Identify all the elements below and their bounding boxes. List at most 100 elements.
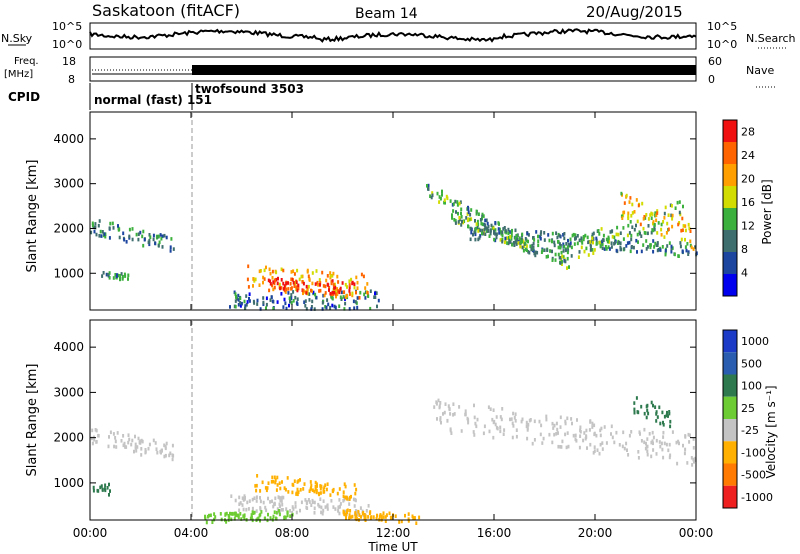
power-echo-cell <box>324 291 327 295</box>
power-echo-cell <box>515 233 518 238</box>
velocity-echo-cell <box>300 500 303 505</box>
power-echo-cell <box>470 208 473 212</box>
x-tick-label: 00:00 <box>679 526 714 540</box>
power-echo-cell <box>628 200 631 204</box>
velocity-echo-cell <box>283 486 286 490</box>
velocity-echo-cell <box>694 456 697 461</box>
power-echo-cell <box>537 239 540 243</box>
velocity-echo-cell <box>452 402 455 406</box>
power-echo-cell <box>324 305 327 309</box>
power-echo-cell <box>319 281 322 285</box>
velocity-echo-cell <box>533 419 536 424</box>
power-echo-cell <box>523 244 526 248</box>
power-echo-cell <box>317 283 320 287</box>
power-echo-cell <box>331 296 334 301</box>
velocity-echo-cell <box>284 487 287 492</box>
power-echo-cell <box>636 219 639 224</box>
velocity-echo-cell <box>613 440 616 445</box>
velocity-echo-cell <box>250 513 253 517</box>
velocity-echo-cell <box>355 516 358 521</box>
velocity-echo-cell <box>242 514 245 518</box>
velocity-echo-cell <box>278 502 281 507</box>
power-echo-cell <box>533 251 536 256</box>
power-echo-cell <box>112 276 115 280</box>
power-echo-cell <box>302 281 305 286</box>
velocity-echo-cell <box>494 422 497 427</box>
velocity-echo-cell <box>382 511 385 515</box>
power-echo-cell <box>304 299 307 303</box>
power-echo-cell <box>336 287 339 291</box>
power-echo-cell <box>341 281 344 285</box>
power-echo-cell <box>358 296 361 300</box>
velocity-echo-cell <box>229 511 231 516</box>
velocity-echo-cell <box>239 501 242 505</box>
velocity-echo-cell <box>295 510 298 515</box>
power-echo-cell <box>284 301 287 306</box>
velocity-echo-cell <box>683 451 686 456</box>
power-echo-cell <box>329 305 332 310</box>
velocity-echo-cell <box>483 424 486 429</box>
velocity-echo-cell <box>308 500 311 504</box>
velocity-echo-cell <box>255 499 258 503</box>
power-echo-cell <box>94 225 97 230</box>
power-echo-cell <box>295 301 298 305</box>
power-echo-cell <box>137 237 140 242</box>
power-echo-cell <box>477 237 480 242</box>
velocity-echo-cell <box>291 490 294 495</box>
power-echo-cell <box>576 241 579 246</box>
power-echo-cell <box>312 290 315 295</box>
power-echo-cell <box>543 238 546 242</box>
power-echo-cell <box>589 248 592 252</box>
velocity-echo-cell <box>93 437 96 442</box>
velocity-echo-cell <box>363 513 366 517</box>
power-echo-cell <box>457 220 460 224</box>
velocity-echo-cell <box>650 440 653 445</box>
power-echo-cell <box>677 222 680 227</box>
power-echo-cell <box>329 275 332 280</box>
power-echo-cell <box>541 248 544 253</box>
velocity-echo-cell <box>488 429 491 434</box>
power-echo-cell <box>461 219 463 224</box>
velocity-colorbar-label: Velocity [m s⁻¹] <box>764 385 778 478</box>
velocity-echo-cell <box>667 448 670 453</box>
velocity-echo-cell <box>347 497 350 502</box>
power-echo-cell <box>348 279 351 283</box>
power-echo-cell <box>308 278 311 282</box>
power-echo-cell <box>524 237 527 241</box>
power-echo-cell <box>684 237 686 242</box>
power-echo-cell <box>108 276 111 280</box>
power-echo-cell <box>229 305 231 309</box>
velocity-echo-cell <box>495 415 498 419</box>
power-echo-cell <box>441 189 443 194</box>
velocity-echo-cell <box>329 493 332 497</box>
velocity-echo-cell <box>578 445 581 450</box>
power-echo-cell <box>587 240 590 245</box>
power-echo-cell <box>560 262 563 266</box>
nave-label: Nave <box>746 64 774 77</box>
power-echo-cell <box>526 231 529 236</box>
power-echo-cell <box>553 243 556 248</box>
power-echo-cell <box>369 289 372 293</box>
power-echo-cell <box>562 249 565 253</box>
velocity-echo-cell <box>247 507 250 511</box>
power-echo-cell <box>296 288 299 293</box>
power-echo-cell <box>335 294 337 299</box>
velocity-echo-cell <box>97 433 100 438</box>
velocity-echo-cell <box>538 419 541 424</box>
power-echo-cell <box>348 283 351 287</box>
power-echo-cell <box>276 300 279 304</box>
velocity-echo-cell <box>588 428 591 432</box>
power-echo-cell <box>94 222 97 226</box>
power-echo-cell <box>465 216 468 220</box>
velocity-echo-cell <box>239 512 242 516</box>
power-echo-cell <box>467 210 470 215</box>
power-echo-cell <box>117 228 120 232</box>
velocity-echo-cell <box>120 439 123 443</box>
velocity-echo-cell <box>482 431 485 436</box>
velocity-echo-cell <box>264 516 266 521</box>
velocity-echo-cell <box>515 428 518 432</box>
power-echo-cell <box>147 240 150 245</box>
power-echo-cell <box>287 281 289 285</box>
power-echo-cell <box>599 244 602 249</box>
velocity-echo-cell <box>154 441 157 445</box>
